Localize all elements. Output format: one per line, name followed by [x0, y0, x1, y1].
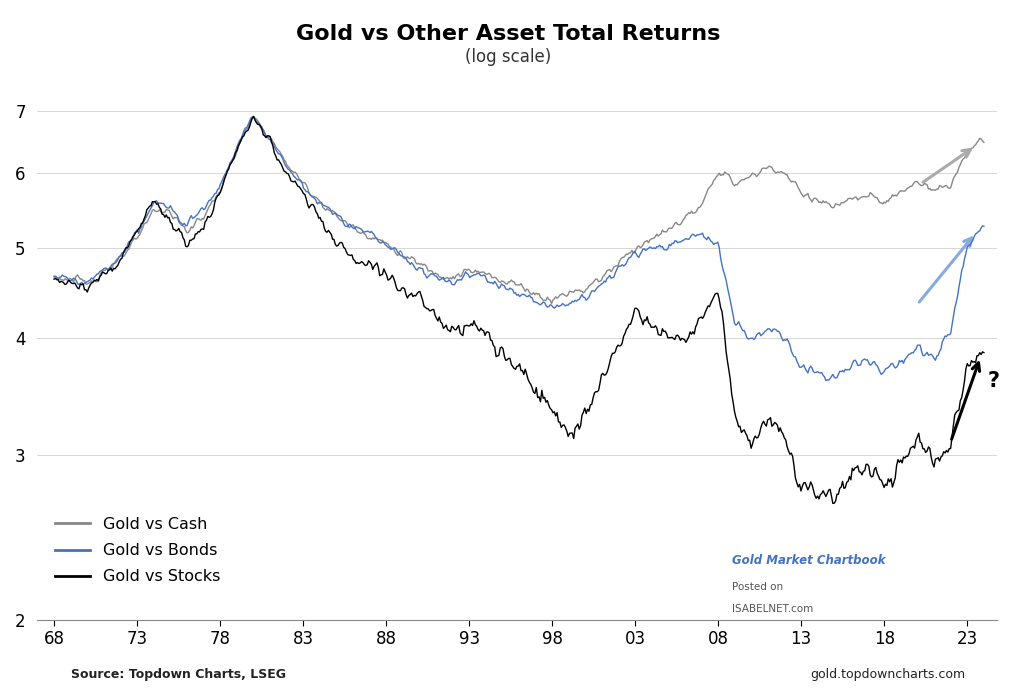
- Text: (log scale): (log scale): [465, 48, 551, 66]
- Legend: Gold vs Cash, Gold vs Bonds, Gold vs Stocks: Gold vs Cash, Gold vs Bonds, Gold vs Sto…: [55, 517, 220, 585]
- Text: gold.topdowncharts.com: gold.topdowncharts.com: [810, 668, 965, 681]
- Text: ?: ?: [988, 371, 999, 391]
- Text: ISABELNET.com: ISABELNET.com: [732, 604, 813, 614]
- Text: Source: Topdown Charts, LSEG: Source: Topdown Charts, LSEG: [71, 668, 287, 681]
- Text: Gold vs Other Asset Total Returns: Gold vs Other Asset Total Returns: [296, 24, 720, 44]
- Text: Gold Market Chartbook: Gold Market Chartbook: [732, 553, 885, 567]
- Text: Posted on: Posted on: [732, 583, 782, 592]
